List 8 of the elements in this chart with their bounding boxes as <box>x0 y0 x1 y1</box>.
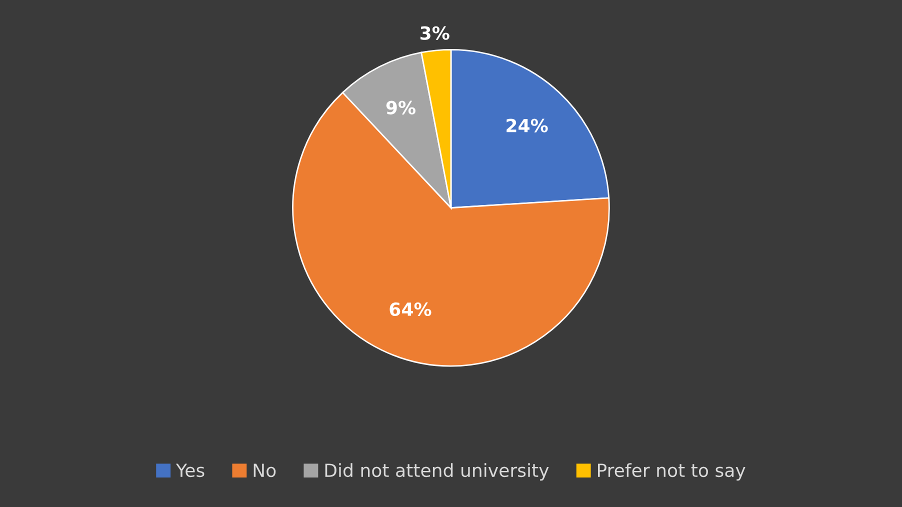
legend-label: Did not attend university <box>325 463 549 481</box>
legend-label: No <box>254 464 276 478</box>
legend-label: Prefer not to say <box>598 463 746 481</box>
data-label: 9% <box>386 100 416 114</box>
data-label: 64% <box>390 302 432 316</box>
data-label: 24% <box>506 118 548 132</box>
data-label: 3% <box>420 26 450 40</box>
legend-label: Yes <box>176 464 204 478</box>
